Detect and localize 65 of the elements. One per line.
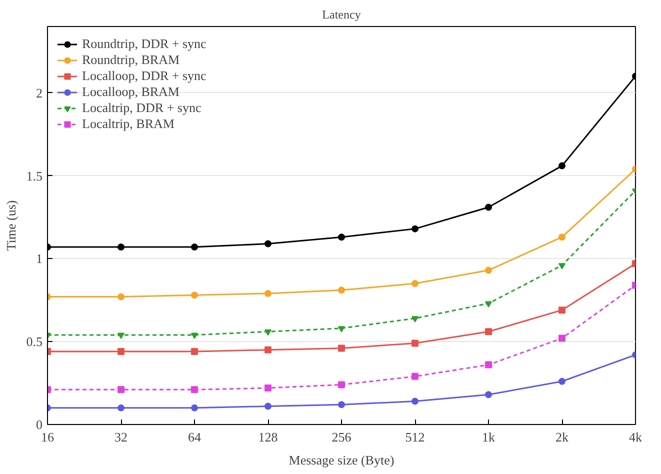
x-tick-label: 32 xyxy=(114,430,128,444)
point xyxy=(485,361,492,368)
point xyxy=(485,301,492,308)
point xyxy=(338,344,345,352)
point xyxy=(338,234,345,241)
point xyxy=(264,384,272,392)
point xyxy=(338,286,345,294)
x-tick-label: 16 xyxy=(41,430,54,444)
y-axis-title: Time (us) xyxy=(3,200,18,251)
point xyxy=(191,386,198,394)
legend-label: Roundtrip, BRAM xyxy=(82,52,180,68)
point xyxy=(558,263,566,270)
point xyxy=(191,332,198,339)
point xyxy=(412,340,418,347)
x-tick-label: 64 xyxy=(188,430,202,444)
y-tick-label: 1 xyxy=(36,251,42,266)
x-tick-label: 256 xyxy=(332,430,352,444)
legend-label: Localtrip, DDR + sync xyxy=(82,100,202,116)
point xyxy=(485,328,492,336)
point xyxy=(558,378,566,385)
point xyxy=(412,280,418,288)
y-tick-label: 1.5 xyxy=(26,168,42,184)
y-tick-label: 0 xyxy=(36,417,42,432)
point xyxy=(191,292,198,299)
y-tick-label: 2 xyxy=(36,85,42,100)
point xyxy=(118,293,124,300)
point xyxy=(338,326,345,332)
point xyxy=(264,329,272,336)
point xyxy=(412,225,418,232)
x-tick-label: 512 xyxy=(405,430,425,444)
point xyxy=(558,162,566,170)
point xyxy=(412,398,418,405)
legend-label: Localloop, DDR + sync xyxy=(82,68,206,84)
point xyxy=(558,334,566,342)
y-tick-label: 0.5 xyxy=(26,334,42,350)
x-tick-label: 128 xyxy=(258,430,278,444)
point xyxy=(264,290,272,297)
point xyxy=(191,404,198,412)
legend-label: Roundtrip, DDR + sync xyxy=(82,36,206,52)
point xyxy=(118,332,124,339)
point xyxy=(264,240,272,248)
x-tick-label: 4k xyxy=(629,430,642,444)
point xyxy=(485,204,492,211)
point xyxy=(558,306,566,314)
point xyxy=(485,266,492,274)
point xyxy=(118,386,124,394)
point xyxy=(338,401,345,408)
point xyxy=(558,234,566,241)
point xyxy=(191,348,198,356)
legend-label: Localtrip, BRAM xyxy=(82,116,174,132)
point xyxy=(264,402,272,410)
x-axis-title: Message size (Byte) xyxy=(288,452,394,468)
point xyxy=(118,404,124,412)
point xyxy=(264,346,272,354)
chart-title: Latency xyxy=(322,8,361,22)
point xyxy=(118,244,124,251)
point xyxy=(191,244,198,251)
x-tick-label: 2k xyxy=(556,430,569,444)
point xyxy=(118,348,124,356)
legend-label: Localloop, BRAM xyxy=(82,84,180,100)
point xyxy=(338,381,345,388)
point xyxy=(412,316,418,322)
point xyxy=(412,372,418,380)
point xyxy=(485,391,492,398)
x-tick-label: 1k xyxy=(482,430,496,444)
